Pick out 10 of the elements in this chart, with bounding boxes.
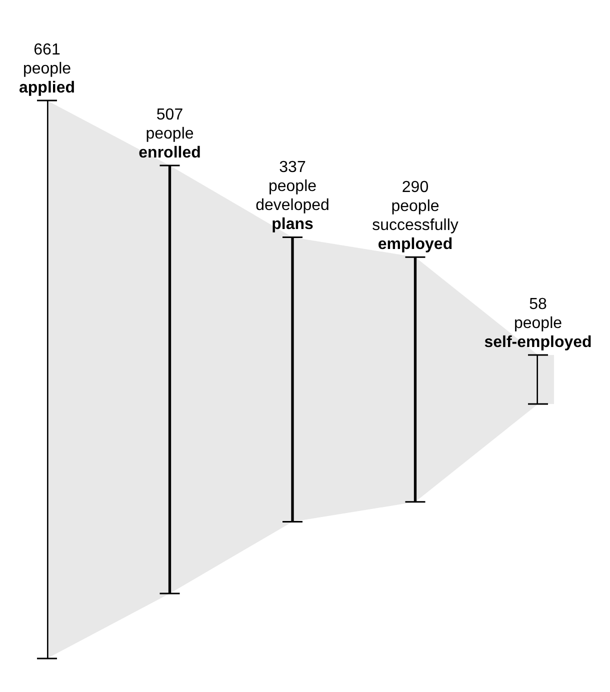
category-label: people enrolled xyxy=(138,125,201,162)
data-label: 337 xyxy=(279,159,306,176)
data-label: 507 xyxy=(156,106,184,124)
category-label: people self-employed xyxy=(484,315,592,351)
data-label: 58 xyxy=(529,296,547,313)
category-label: people developed plans xyxy=(256,178,330,234)
data-label: 661 xyxy=(34,41,60,58)
data-label: 290 xyxy=(402,179,429,196)
category-label: people successfully employed xyxy=(372,198,458,254)
category-label: people applied xyxy=(18,60,76,96)
